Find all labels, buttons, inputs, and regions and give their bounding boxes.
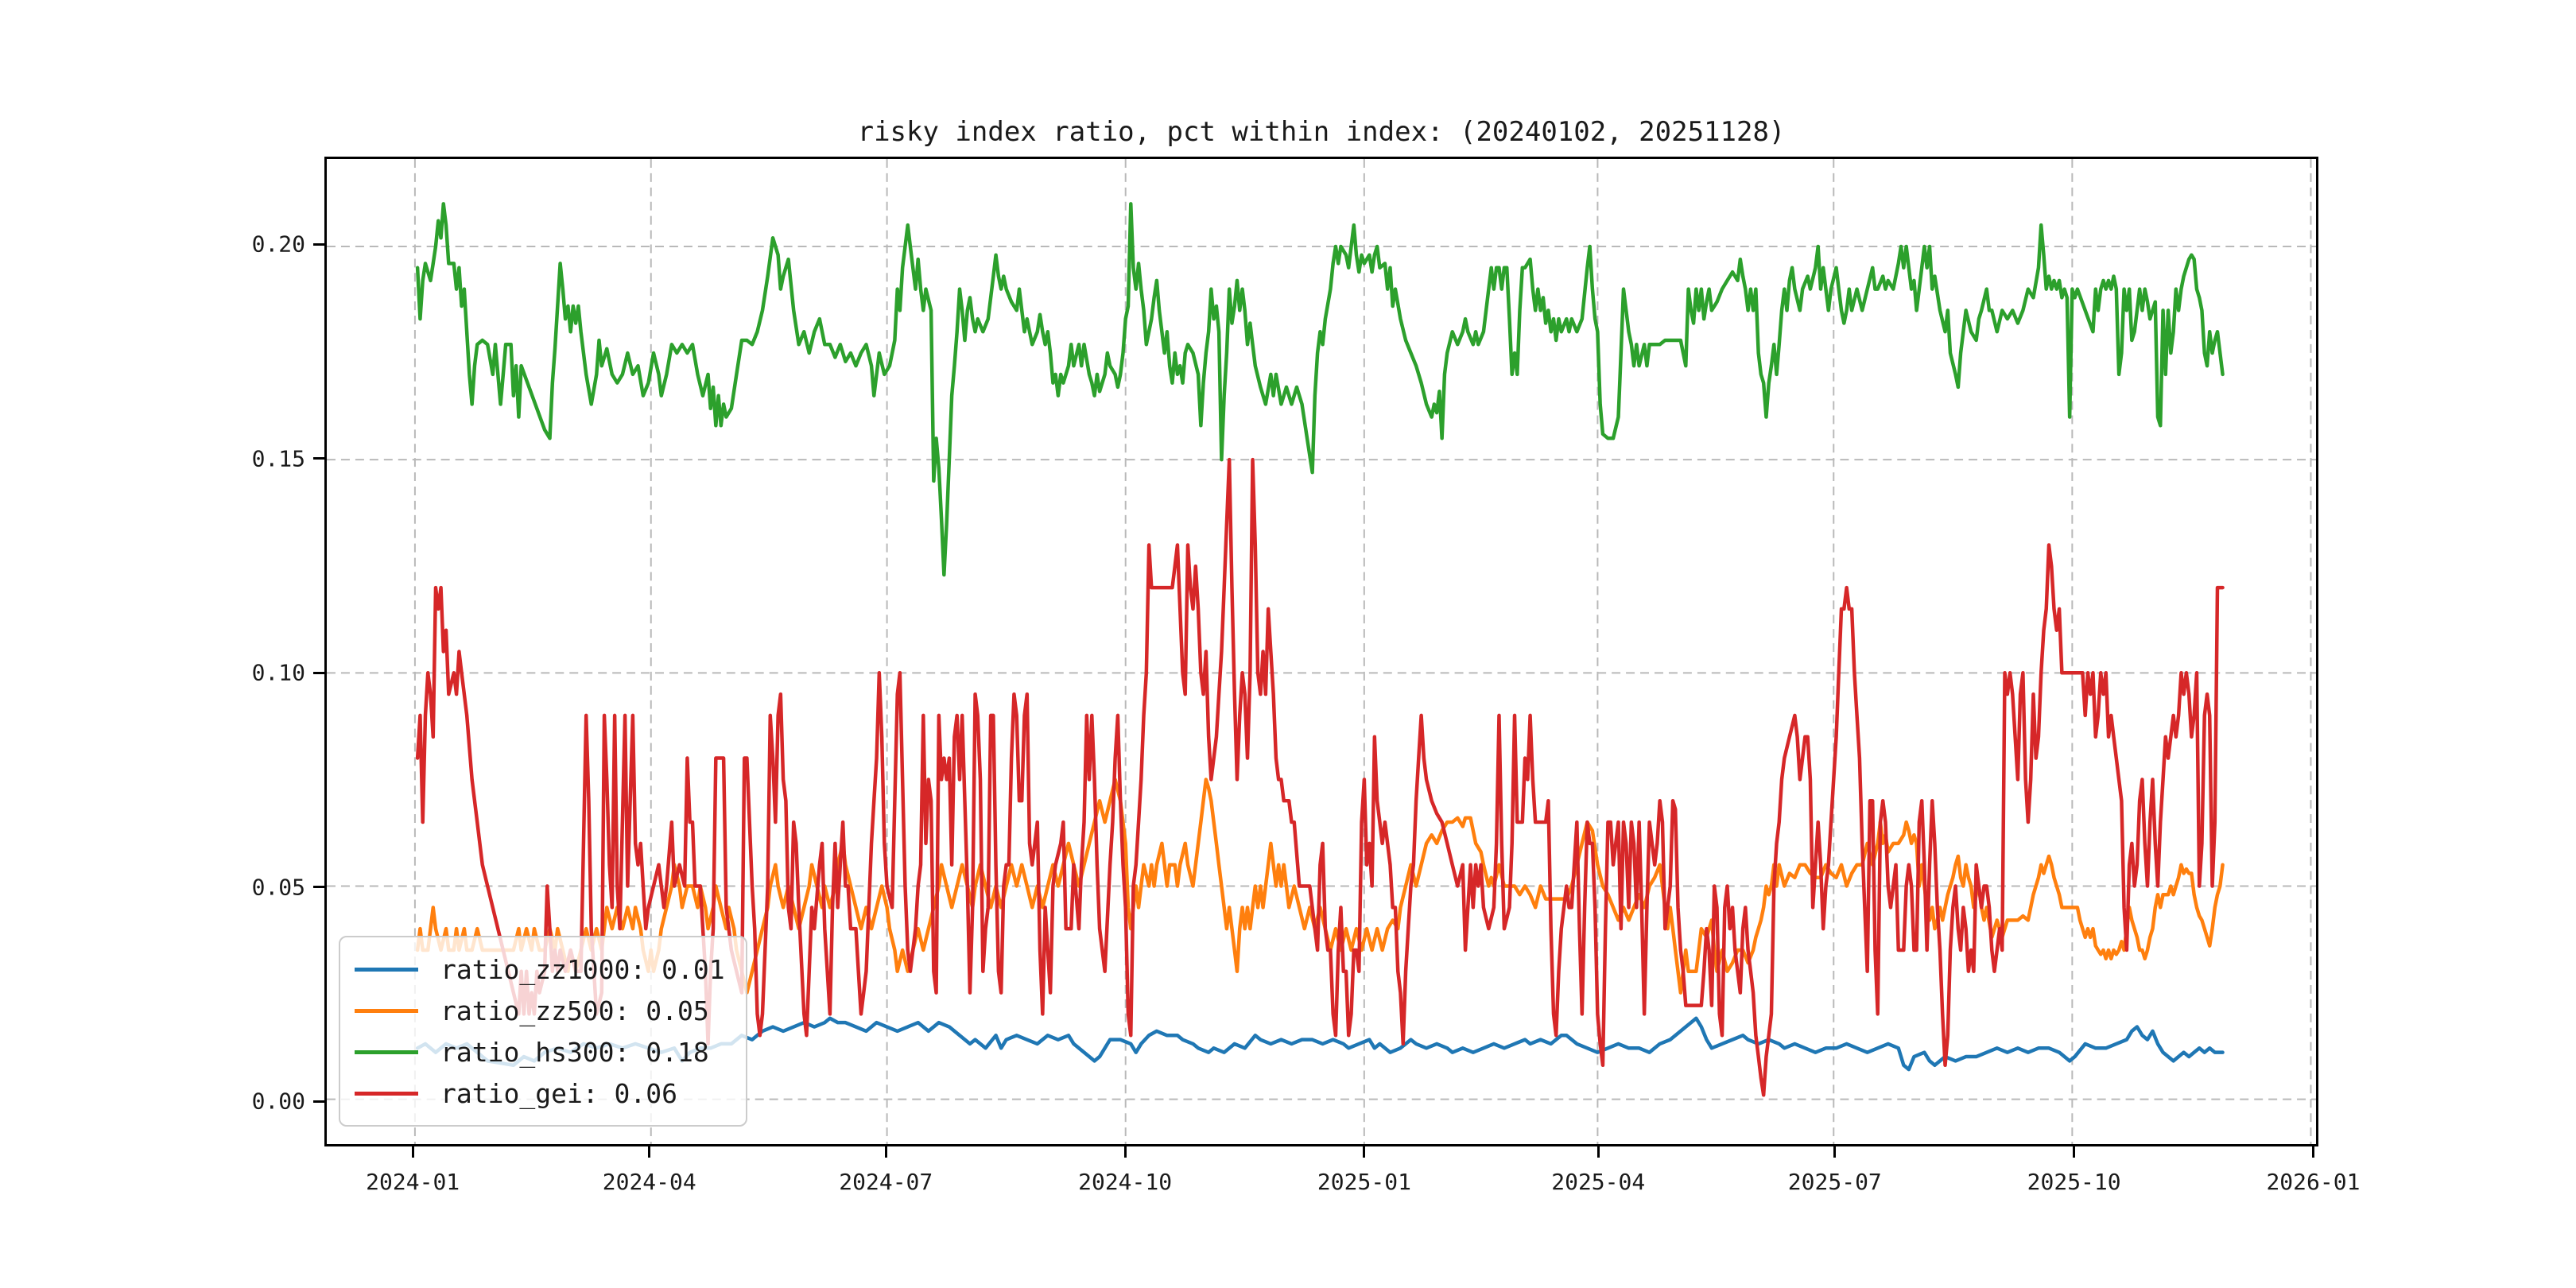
y-tick-label: 0.15 (251, 445, 305, 472)
legend-item-ratio_zz500: ratio_zz500: 0.05 (355, 990, 725, 1031)
x-tick-label: 2024-01 (366, 1169, 460, 1195)
x-tick (2311, 1146, 2314, 1158)
x-tick-label: 2025-10 (2027, 1169, 2121, 1195)
series-ratio_gei (415, 457, 2225, 1097)
legend-label-ratio_zz500: ratio_zz500: 0.05 (440, 995, 709, 1026)
x-tick (1833, 1146, 1837, 1158)
y-tick (313, 1100, 324, 1103)
legend-item-ratio_hs300: ratio_hs300: 0.18 (355, 1031, 725, 1073)
x-tick (1363, 1146, 1366, 1158)
series-ratio_zz500 (415, 778, 2225, 995)
x-tick (2073, 1146, 2076, 1158)
y-tick (313, 671, 324, 674)
series-ratio_zz1000 (415, 1016, 2225, 1072)
legend-label-ratio_hs300: ratio_hs300: 0.18 (440, 1036, 709, 1068)
legend-item-ratio_zz1000: ratio_zz1000: 0.01 (355, 949, 725, 990)
x-tick-label: 2025-07 (1787, 1169, 1882, 1195)
y-tick (313, 242, 324, 246)
legend: ratio_zz1000: 0.01 ratio_zz500: 0.05 ratio… (339, 936, 747, 1127)
x-tick-label: 2026-01 (2266, 1169, 2361, 1195)
x-tick (411, 1146, 414, 1158)
x-tick (648, 1146, 651, 1158)
y-tick-label: 0.00 (251, 1088, 305, 1115)
x-tick-label: 2024-04 (602, 1169, 696, 1195)
legend-line-ratio_zz1000 (355, 967, 418, 972)
x-tick (1123, 1146, 1127, 1158)
legend-label-ratio_gei: ratio_gei: 0.06 (440, 1077, 678, 1109)
y-tick-label: 0.05 (251, 874, 305, 901)
y-tick-label: 0.20 (251, 231, 305, 258)
y-tick (313, 886, 324, 889)
y-tick (313, 457, 324, 460)
legend-item-ratio_gei: ratio_gei: 0.06 (355, 1073, 725, 1114)
series-ratio_hs300 (415, 202, 2225, 577)
y-tick-label: 0.10 (251, 659, 305, 686)
x-tick-label: 2024-10 (1078, 1169, 1173, 1195)
x-tick-label: 2025-04 (1551, 1169, 1646, 1195)
plot-svg (327, 159, 2316, 1144)
x-tick (884, 1146, 887, 1158)
x-tick-label: 2025-01 (1317, 1169, 1411, 1195)
legend-label-ratio_zz1000: ratio_zz1000: 0.01 (440, 953, 725, 985)
x-tick (1596, 1146, 1600, 1158)
legend-line-ratio_hs300 (355, 1049, 418, 1054)
legend-line-ratio_gei (355, 1091, 418, 1096)
legend-line-ratio_zz500 (355, 1008, 418, 1013)
chart-title: risky index ratio, pct within index: (20… (857, 116, 1786, 148)
x-tick-label: 2024-07 (839, 1169, 933, 1195)
plot-area: ratio_zz1000: 0.01 ratio_zz500: 0.05 ratio… (324, 157, 2318, 1146)
